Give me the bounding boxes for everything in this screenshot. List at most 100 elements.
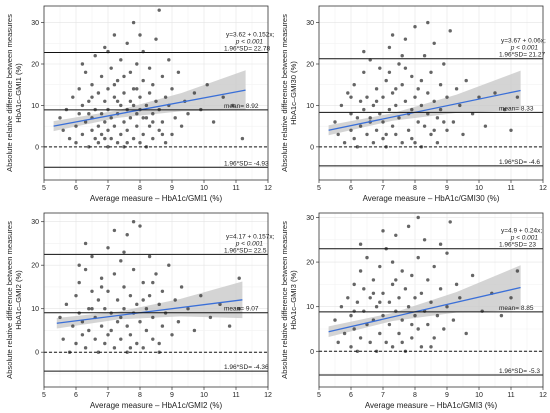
x-tick-label: 5 [42,392,46,399]
panel-gmi1: 1.96*SD= 22.78 mean= 8.92 1.96*SD= -4.93 y=… [0,0,275,206]
data-point [374,87,379,91]
plot-frame [43,5,269,181]
data-point [128,333,133,337]
data-point [122,74,126,79]
data-point [336,340,340,345]
x-tick-label: 6 [74,392,78,399]
data-point [445,95,449,99]
data-point [163,95,168,99]
data-point [231,103,235,108]
data-point [106,128,110,132]
data-point [454,87,459,91]
confidence-band [53,70,246,132]
data-point [378,264,382,269]
regression-line [53,89,246,127]
data-point [119,58,123,62]
data-point [349,313,353,318]
data-point [80,333,85,337]
y-tick-label: 0 [35,144,39,151]
data-point [147,91,152,95]
data-point [448,220,452,224]
data-point [394,233,398,238]
data-point [80,62,85,66]
data-point [141,78,145,83]
data-point [80,103,85,108]
data-point [397,296,401,300]
x-tick-label: 11 [232,185,239,192]
data-point [90,307,94,311]
data-point [112,124,117,128]
data-point [394,103,398,108]
confidence-band [328,265,521,338]
data-point [397,62,401,66]
data-point [141,116,145,120]
data-point [167,263,171,267]
y-tick-label: 20 [31,62,39,69]
data-point [80,132,85,137]
data-point [77,87,81,91]
data-point [74,293,78,298]
data-point [419,78,424,83]
data-point [429,300,433,304]
x-tick-label: 10 [200,185,208,192]
data-point [442,62,446,66]
data-point [83,120,88,124]
data-point [227,324,232,328]
data-point [403,99,408,103]
data-point [67,136,72,141]
data-point [378,300,382,304]
data-point [515,95,520,99]
data-point [419,103,424,108]
y-tick-label: 30 [306,20,314,27]
data-point [119,132,123,137]
data-point [378,66,382,70]
data-point [346,296,350,300]
data-point [451,120,456,124]
chart-gmi30: 1.96*SD= 21.27 mean= 8.33 1.96*SD= -4.6 y=3… [280,5,547,203]
p-value-label: p < 0.001 [235,38,264,45]
data-point [400,141,404,145]
data-point [394,309,398,313]
y-tick-label: 0 [310,349,314,356]
data-point [413,25,417,29]
data-point [83,241,88,246]
data-point [83,267,88,272]
plot-frame [318,5,544,181]
data-point [64,302,69,307]
data-point [352,136,356,141]
data-point [109,136,113,141]
data-point [96,141,101,145]
data-point [499,313,504,318]
data-point [381,229,385,233]
data-point [422,238,427,242]
data-point [410,74,414,79]
upper-limit-label: 1.96*SD= 23 [499,242,536,249]
data-point [90,289,94,293]
data-point [480,309,484,313]
data-point [458,103,462,108]
data-point [387,70,392,74]
points-gmi3 [333,215,520,354]
data-point [119,103,123,108]
data-point [416,327,420,331]
data-point [381,95,385,99]
data-point [438,107,443,112]
data-point [125,41,129,45]
y-axis-title-line: HbA1c–GMI1 (%) [14,63,23,123]
data-point [432,99,436,103]
data-point [99,285,104,289]
data-point [138,95,142,99]
x-tick-label: 11 [507,185,514,192]
data-point [394,132,398,137]
data-point [394,87,398,91]
data-point [390,282,395,287]
y-tick-label: 10 [31,103,39,110]
data-point [390,91,395,95]
data-point [131,20,136,25]
data-point [358,99,363,103]
panel-gmi3: 1.96*SD= 23 mean= 8.85 1.96*SD= -5.3 y=4.9 … [275,207,550,413]
data-point [83,346,88,350]
data-point [454,282,459,287]
data-point [112,83,117,87]
x-tick-label: 8 [413,185,417,192]
